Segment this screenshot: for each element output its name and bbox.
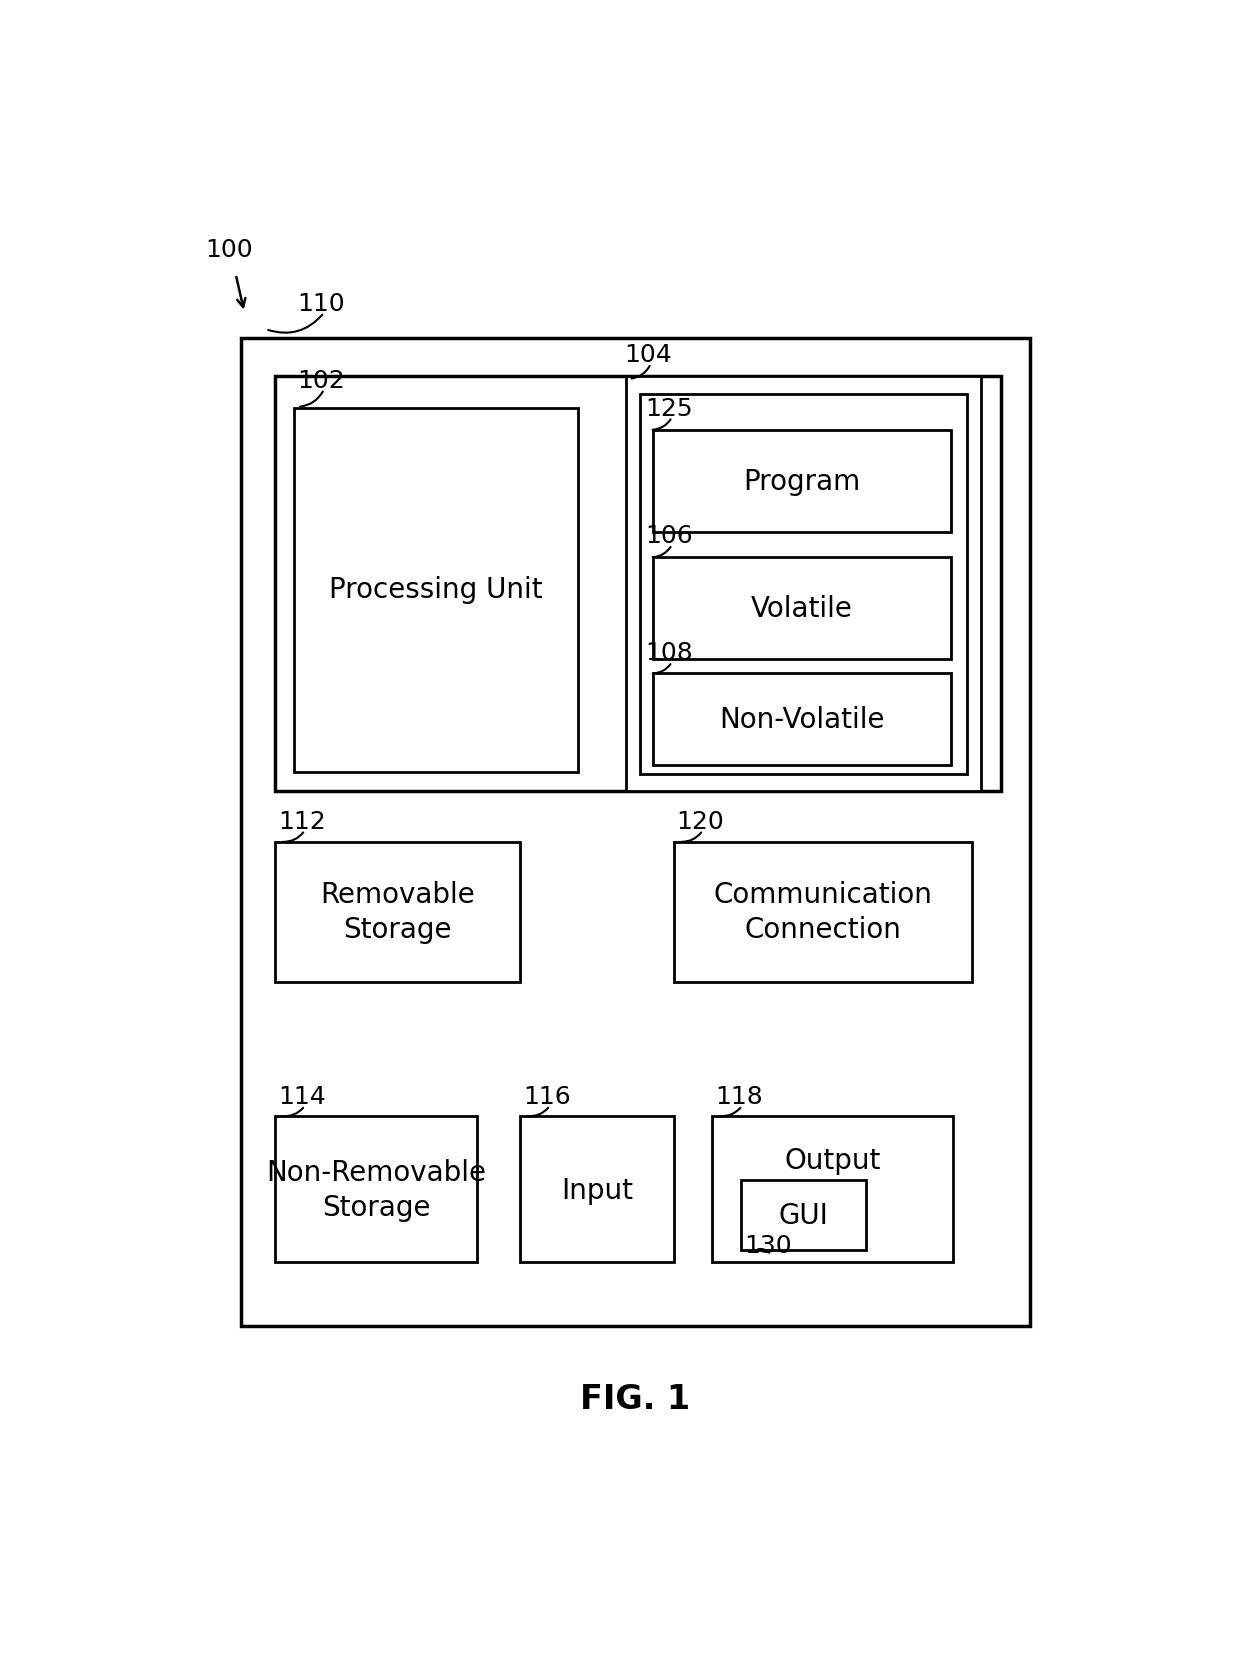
Text: Communication
Connection: Communication Connection (713, 880, 932, 943)
Text: FIG. 1: FIG. 1 (580, 1382, 691, 1415)
Text: 120: 120 (676, 809, 724, 832)
Text: 118: 118 (715, 1084, 763, 1109)
Bar (626, 377, 982, 791)
Text: GUI: GUI (779, 1202, 828, 1230)
Text: 130: 130 (744, 1233, 791, 1258)
Text: 108: 108 (645, 640, 693, 665)
Bar (275, 377, 1001, 791)
Text: Removable
Storage: Removable Storage (320, 880, 475, 943)
Text: 100: 100 (205, 238, 253, 263)
Bar (521, 1115, 675, 1263)
Text: 112: 112 (278, 809, 326, 832)
Bar (652, 674, 951, 766)
Text: Input: Input (560, 1177, 634, 1205)
Bar (742, 1180, 867, 1250)
Text: Output: Output (785, 1147, 880, 1175)
Text: 125: 125 (645, 396, 693, 420)
Text: 116: 116 (523, 1084, 570, 1109)
Text: Volatile: Volatile (750, 594, 853, 622)
Bar (242, 339, 1029, 1326)
Text: 114: 114 (278, 1084, 326, 1109)
Text: Program: Program (743, 467, 861, 495)
Bar (652, 430, 951, 533)
Text: Non-Removable
Storage: Non-Removable Storage (267, 1158, 486, 1221)
Text: 104: 104 (624, 343, 672, 367)
Text: Non-Volatile: Non-Volatile (719, 705, 884, 733)
Bar (275, 842, 521, 983)
Bar (294, 409, 578, 771)
Bar (275, 1115, 477, 1263)
Bar (712, 1115, 952, 1263)
Bar (640, 396, 967, 775)
Text: 110: 110 (298, 291, 345, 316)
Bar (675, 842, 972, 983)
Text: Processing Unit: Processing Unit (329, 576, 542, 604)
Text: 102: 102 (298, 369, 345, 392)
Bar (652, 558, 951, 660)
Text: 106: 106 (645, 523, 693, 548)
